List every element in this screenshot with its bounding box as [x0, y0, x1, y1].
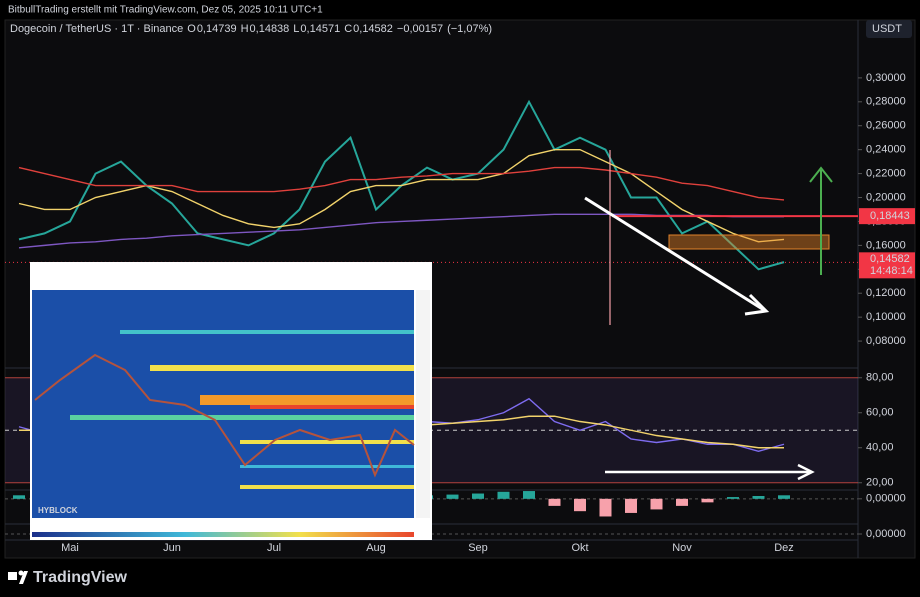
x-tick-label: Jun: [163, 542, 181, 554]
hist-bar: [676, 498, 688, 506]
y-tick-label: 0,24000: [866, 144, 906, 156]
y-tick-label: 0,16000: [866, 239, 906, 251]
y-tick-label: 0,10000: [866, 311, 906, 323]
y-tick-label: 0,28000: [866, 96, 906, 108]
hist-bar: [701, 498, 714, 503]
logo-part: [8, 572, 17, 580]
last-price-label: 0,14582: [870, 253, 910, 265]
ohlc-key: C: [344, 23, 352, 35]
ohlc-key: H: [241, 23, 249, 35]
y-tick-label: 0,26000: [866, 120, 906, 132]
hist-bar: [472, 493, 484, 499]
y-tick-label: 80,00: [866, 372, 894, 384]
hist-bar: [13, 495, 25, 499]
x-tick-label: Aug: [366, 542, 386, 554]
y-tick-label: 0,30000: [866, 72, 906, 84]
y-tick-label: 60,00: [866, 407, 894, 419]
overlay-axis: [416, 290, 430, 518]
level-label: 0,18443: [870, 210, 910, 222]
hist-bar: [778, 495, 790, 499]
heat-band: [120, 330, 414, 334]
color-scale: [32, 532, 414, 537]
heatmap-price: [34, 353, 415, 478]
arrow-head: [797, 463, 815, 481]
down-arrow: [584, 196, 765, 312]
y-tick-label: 0,20000: [866, 191, 906, 203]
change-pct: (−1,07%): [447, 23, 492, 35]
currency-box: [866, 20, 912, 38]
hist-bar: [548, 498, 561, 506]
y-tick-label: 0,08000: [866, 335, 906, 347]
hist-bar: [727, 497, 739, 499]
countdown: 14:48:14: [870, 265, 913, 277]
x-tick-label: Mai: [61, 542, 79, 554]
zone-box: [668, 234, 830, 250]
hist-bar: [599, 498, 612, 517]
last-price-tag: [859, 252, 915, 279]
hist-bar: [625, 498, 637, 513]
heat-band: [200, 395, 414, 405]
heat-band: [240, 485, 414, 489]
header: BitbullTrading erstellt mit TradingView.…: [8, 5, 323, 16]
y-tick-label: 0,22000: [866, 167, 906, 179]
currency: USDT: [872, 23, 902, 35]
level-tag: [859, 208, 915, 225]
x-tick-label: Nov: [672, 542, 692, 554]
ohlc-key: L: [293, 23, 299, 35]
ohlc-value: 0,14582: [353, 23, 393, 35]
arrow-head: [744, 293, 770, 316]
ohlc-value: 0,14838: [250, 23, 290, 35]
y-tick-label: 20,00: [866, 477, 894, 489]
change: −0,00157: [397, 23, 443, 35]
symbol: Dogecoin / TetherUS · 1T · Binance: [10, 23, 183, 35]
x-tick-label: Dez: [774, 542, 794, 554]
overlay-brand: HYBLOCK: [38, 506, 78, 515]
y-tick-label: 40,00: [866, 442, 894, 454]
hist-bar: [523, 491, 535, 499]
arrow-head: [809, 166, 833, 183]
y-tick-label: 0,12000: [866, 287, 906, 299]
ohlc-value: 0,14571: [300, 23, 340, 35]
heat-band: [240, 440, 414, 444]
hist-bar: [497, 491, 510, 499]
logo-part: [18, 570, 24, 576]
x-tick-label: Jul: [267, 542, 281, 554]
hist-bar: [446, 494, 459, 499]
heat-band: [150, 365, 414, 371]
heatmap-overlay: HYBLOCK: [30, 262, 432, 540]
series-line: [18, 166, 785, 201]
ohlc-value: 0,14739: [197, 23, 237, 35]
hist-bar: [650, 498, 663, 510]
heat-band: [240, 465, 414, 468]
footer-brand: TradingView: [33, 569, 128, 586]
x-tick-label: Okt: [571, 542, 588, 554]
y-tick-label: 0,00000: [866, 528, 906, 540]
ohlc-key: O: [187, 23, 196, 35]
y-tick-label: 0,00000: [866, 493, 906, 505]
heat-band: [250, 405, 414, 409]
x-tick-label: Sep: [468, 542, 488, 554]
logo-part: [19, 571, 28, 584]
heat-band: [70, 415, 414, 420]
footer-logo: [8, 570, 28, 584]
hist-bar: [574, 498, 586, 512]
hist-bar: [752, 496, 765, 499]
